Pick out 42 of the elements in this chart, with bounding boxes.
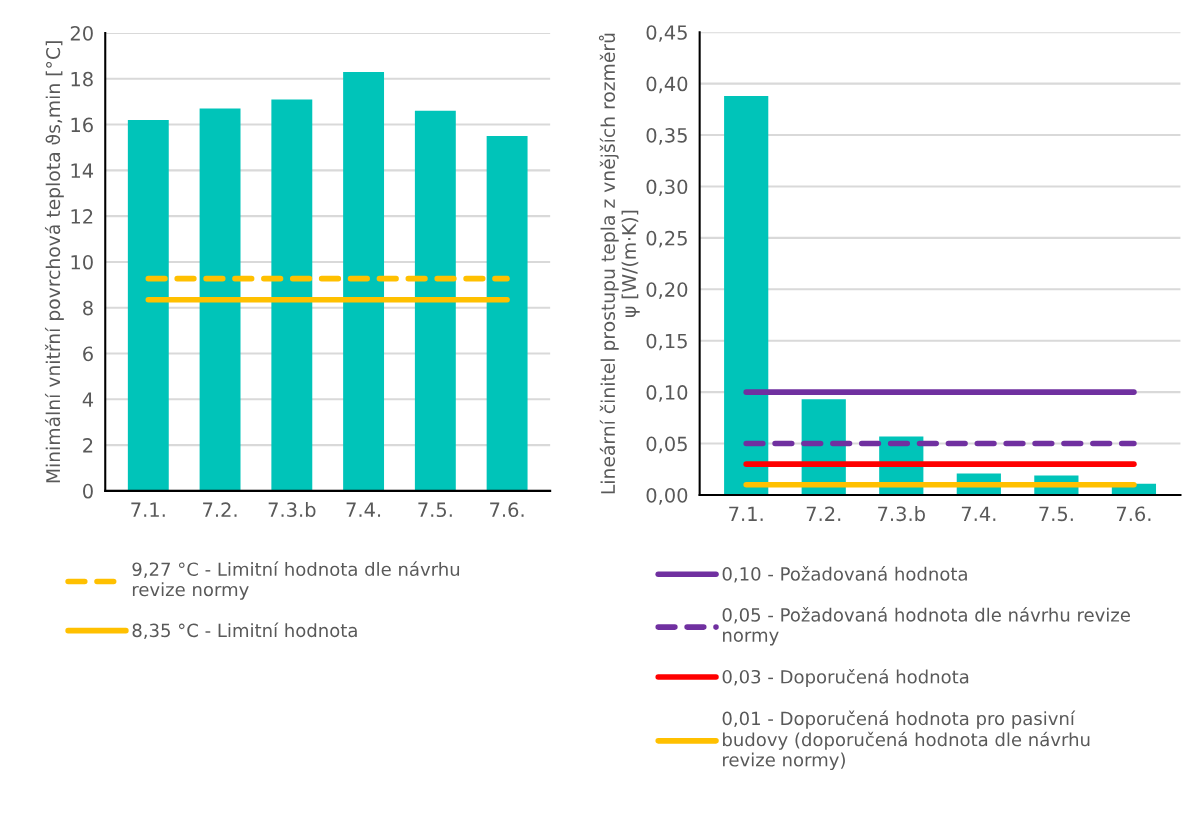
- y-tick-label: 0,05: [646, 436, 687, 454]
- y-tick-label: 18: [71, 71, 93, 87]
- y-tick-label: 14: [71, 163, 94, 178]
- y-tick-label: 6: [83, 346, 93, 362]
- legend-label: 9,27 °C - Limitní hodnota dle návrhu revize normy: [132, 561, 460, 600]
- x-tick-label: 7.5.: [418, 502, 452, 518]
- legend-label: 8,35 °C - Limitní hodnota: [132, 622, 357, 640]
- y-tick-label: 0,25: [646, 230, 687, 248]
- y-tick-label: 16: [71, 117, 93, 133]
- x-tick-label: 7.4.: [961, 506, 996, 521]
- y-tick-label: 0,35: [646, 127, 687, 145]
- x-tick-label: 7.3.b: [878, 506, 925, 522]
- y-tick-label: 0,00: [646, 487, 688, 505]
- x-tick-label: 7.1.: [131, 502, 165, 517]
- y-tick-label: 8: [83, 300, 93, 316]
- y-tick-label: 0,15: [646, 333, 687, 351]
- x-tick-label: 7.6.: [1116, 506, 1151, 522]
- x-tick-label: 7.3.b: [268, 501, 316, 518]
- y-tick-label: 0,45: [646, 25, 687, 42]
- x-tick-label: 7.4.: [346, 502, 381, 517]
- y-tick-label: 0,40: [646, 76, 688, 94]
- y-tick-label: 4: [82, 392, 94, 407]
- legend-label: 0,05 - Požadovaná hodnota dle návrhu revize normy: [722, 607, 1130, 646]
- x-tick-label: 7.6.: [490, 502, 524, 518]
- y-tick-label: 0,30: [646, 179, 688, 197]
- y-tick-label: 10: [71, 254, 93, 270]
- legend-label: 0,03 - Doporučená hodnota: [722, 668, 969, 688]
- y-tick-label: 20: [70, 25, 93, 41]
- legend-label: 0,01 - Doporučená hodnota pro pasivní budovy (doporučená hodnota dle návrhu revize normy): [722, 710, 1090, 771]
- y-tick-label: 0,10: [646, 385, 688, 402]
- bar: [724, 95, 769, 495]
- x-tick-label: 7.5.: [1039, 506, 1073, 522]
- y-tick-label: 0,20: [646, 282, 688, 299]
- y-tick-label: 0: [83, 483, 93, 499]
- y-tick-label: 2: [83, 438, 93, 453]
- x-tick-label: 7.2.: [203, 502, 237, 517]
- x-tick-label: 7.1.: [729, 506, 763, 521]
- y-tick-label: 12: [71, 209, 93, 224]
- y-axis-title: Minimální vnitřní povrchová teplota ϑs,min [°C]: [44, 41, 64, 483]
- y-axis-title: Lineární činitel prostupu tepla z vnějších rozměrů ψ [W/(m·K)]: [598, 33, 640, 494]
- legend-label: 0,10 - Požadovaná hodnota: [722, 566, 967, 583]
- x-tick-label: 7.2.: [806, 506, 841, 521]
